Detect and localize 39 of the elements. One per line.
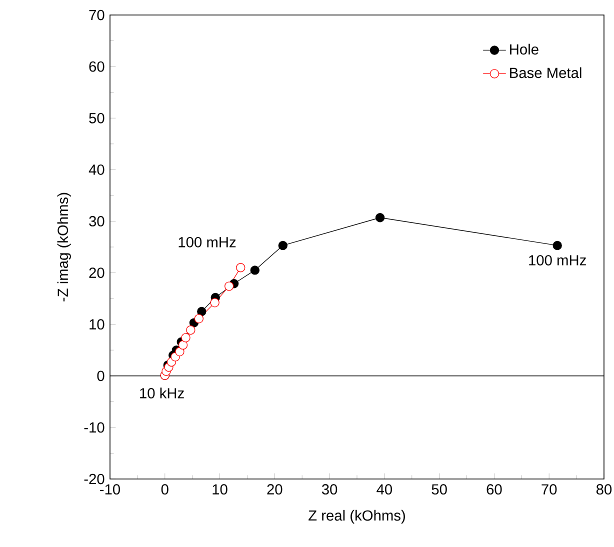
x-tick-label: 70 <box>542 484 557 495</box>
x-tick-label: 50 <box>432 484 447 495</box>
x-axis-title: Z real (kOhms) <box>308 510 405 524</box>
y-tick-label: 40 <box>88 164 104 175</box>
x-tick-label: 20 <box>267 484 282 495</box>
y-tick-label: 0 <box>97 370 104 382</box>
x-tick-label: 60 <box>486 484 502 495</box>
y-tick-label: 50 <box>89 112 104 124</box>
point <box>278 240 288 250</box>
annotation: 100 mHz <box>178 236 236 248</box>
legend-label: Base Metal <box>510 67 582 78</box>
point <box>210 298 220 308</box>
y-tick-label: 70 <box>89 10 104 20</box>
point <box>224 282 234 291</box>
y-tick-label: 10 <box>90 319 104 330</box>
y-axis-title: -Z imag (kOhms) <box>57 192 71 302</box>
x-tick-label: 40 <box>376 484 392 495</box>
point <box>197 306 206 316</box>
annotation: 100 mHz <box>529 255 586 266</box>
point <box>178 340 188 350</box>
y-tick-label: -20 <box>84 474 104 484</box>
annotation: 10 kHz <box>140 388 184 398</box>
y-tick-label: -10 <box>84 422 104 433</box>
legend-label: Hole <box>510 44 538 55</box>
point <box>181 333 190 342</box>
point <box>186 325 196 335</box>
x-tick-label: 80 <box>596 484 612 495</box>
x-tick-label: -10 <box>100 484 120 495</box>
y-tick-label: 30 <box>89 216 104 226</box>
point <box>250 266 260 275</box>
point <box>375 213 385 222</box>
y-tick-label: 20 <box>89 268 104 278</box>
x-tick-label: 10 <box>212 484 228 495</box>
point <box>552 240 562 250</box>
x-tick-label: 0 <box>161 484 168 495</box>
point <box>194 314 204 324</box>
y-tick-label: 60 <box>89 61 104 72</box>
point <box>236 263 246 272</box>
x-tick-label: 30 <box>322 484 338 495</box>
